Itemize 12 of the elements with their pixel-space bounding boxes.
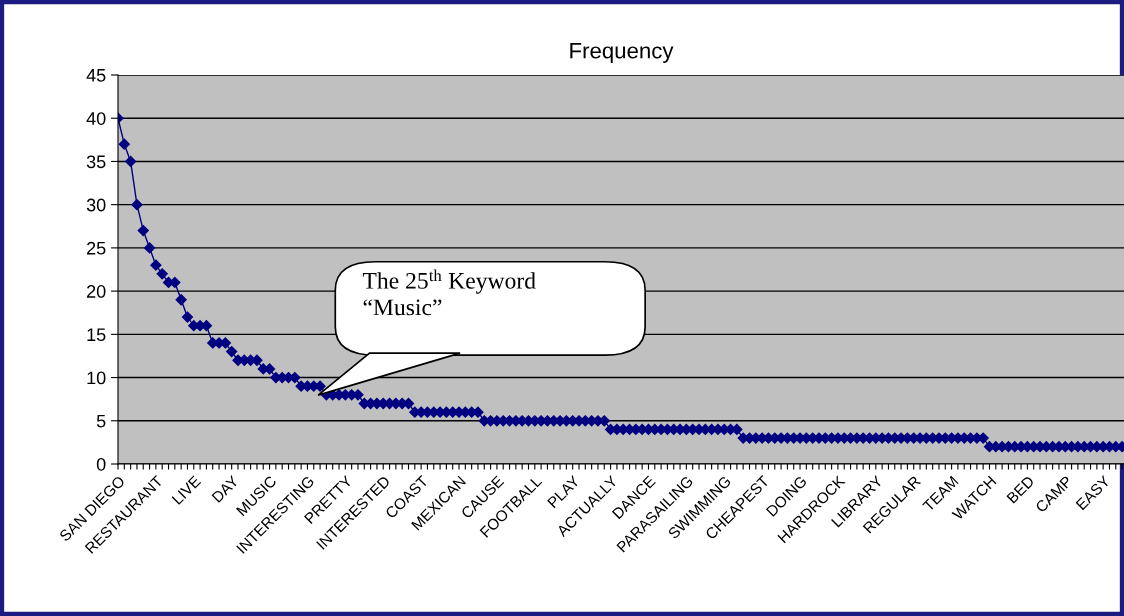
y-tick-label: 5 [96,414,106,428]
y-tick-label: 10 [87,371,106,385]
y-tick-label: 40 [86,112,106,125]
y-tick-label: 45 [86,69,106,82]
y-tick-label: 15 [87,328,106,342]
chart-title: Frequency [570,43,674,63]
y-tick-label: 35 [86,155,106,169]
annotation: The 25$^{th}$ Keyword “Music” [362,269,536,316]
y-tick-label: 25 [87,241,106,255]
y-tick-label: 0 [96,457,106,471]
y-tick-label: 30 [86,198,106,212]
y-tick-label: 20 [87,285,106,298]
